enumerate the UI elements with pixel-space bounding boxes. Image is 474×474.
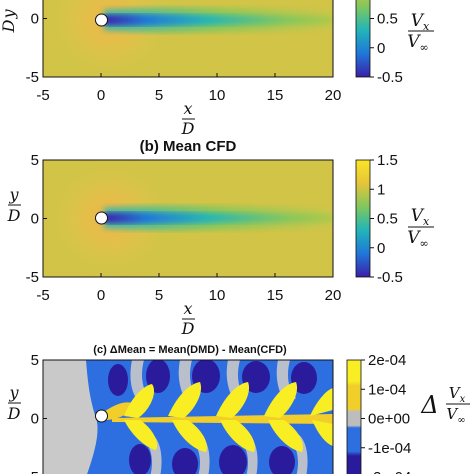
- y-tick-label: 0: [31, 211, 39, 228]
- colorbar-tick-label: 0.5: [377, 211, 398, 228]
- x-axis-label-a-den: D: [181, 119, 195, 138]
- y-tick-label: -5: [26, 469, 39, 474]
- x-tick-label: -5: [36, 287, 49, 304]
- heatmap-c: [43, 360, 333, 474]
- y-axis-label-a-den: D: [0, 19, 18, 33]
- colorbar-c-label-delta: Δ: [420, 391, 438, 419]
- x-tick-label: 5: [155, 287, 163, 304]
- colorbar-c-label-num: Vx: [449, 384, 466, 405]
- panel-c: (c) ΔMean = Mean(DMD) - Mean(CFD): [7, 344, 470, 474]
- x-axis-label-b: x: [183, 299, 192, 318]
- x-tick-label: 10: [209, 87, 226, 104]
- panel-b: (b) Mean CFD 50-5-5 0 5 10 15 20 y D x D 1.51…: [7, 138, 434, 338]
- colorbar-a-label-num: Vx: [411, 11, 430, 33]
- wake-core: [104, 14, 333, 26]
- panel-b-title: (b) Mean CFD: [140, 138, 237, 155]
- colorbar-tick-label: -1e-04: [368, 440, 411, 457]
- colorbar-a-label-den: V∞: [407, 32, 428, 54]
- colorbar-c: [346, 359, 362, 474]
- wake-core: [104, 212, 333, 224]
- colorbar-tick-label: 0: [377, 40, 385, 57]
- x-tick-label: 0: [97, 287, 105, 304]
- colorbar-tick-label: 0.5: [377, 11, 398, 28]
- y-tick-label: 0: [31, 411, 39, 428]
- colorbar-tick-label: 1e-04: [368, 381, 406, 398]
- colorbar-tick-label: 2e-04: [368, 352, 406, 369]
- colorbar-tick-label: -2e-04: [368, 469, 411, 474]
- y-tick-label: 5: [31, 152, 39, 169]
- x-tick-label: 15: [267, 87, 284, 104]
- y-axis-label-a: y: [0, 9, 18, 20]
- x-tick-label: 5: [155, 87, 163, 104]
- cylinder: [95, 409, 108, 423]
- heatmap-a: [43, 0, 333, 77]
- colorbar-c-label-den: V∞: [446, 405, 465, 426]
- x-tick-label: 20: [325, 287, 342, 304]
- y-axis-label-c: y: [8, 383, 19, 402]
- cylinder: [95, 211, 108, 225]
- heatmap-b: [43, 160, 333, 277]
- y-axis-label-b-den: D: [7, 206, 21, 225]
- x-tick-label: -5: [36, 87, 49, 104]
- x-axis-label-b-den: D: [181, 319, 195, 338]
- colorbar-b: [355, 159, 371, 278]
- axes-c: 5 0 -5: [26, 352, 47, 474]
- colorbar-tick-label: 0: [377, 240, 385, 257]
- colorbar-tick-label: -0.5: [377, 69, 403, 86]
- y-axis-label-b: y: [8, 185, 19, 204]
- colorbar-b-label-num: Vx: [411, 206, 430, 228]
- cylinder: [95, 13, 108, 27]
- colorbar-tick-label: 1: [377, 181, 385, 198]
- x-axis-label-a: x: [183, 99, 192, 118]
- positive-lobes: [104, 382, 333, 452]
- y-tick-label: 5: [31, 352, 39, 369]
- y-tick-label: -5: [26, 69, 39, 86]
- x-tick-label: 0: [97, 87, 105, 104]
- panel-c-title: (c) ΔMean = Mean(DMD) - Mean(CFD): [93, 344, 287, 356]
- colorbar-tick-label: 0e+00: [368, 411, 410, 428]
- colorbar-b-label-den: V∞: [407, 228, 428, 250]
- colorbar-c-ticks: 2e-04 1e-04 0e+00 -1e-04 -2e-04: [361, 352, 411, 474]
- colorbar-a: [355, 0, 371, 78]
- colorbar-tick-label: 1.5: [377, 152, 398, 169]
- y-axis-label-c-den: D: [7, 404, 21, 423]
- x-tick-label: 15: [267, 287, 284, 304]
- y-tick-label: 0: [31, 11, 39, 28]
- colorbar-tick-label: -0.5: [377, 269, 403, 286]
- dark-negative-lobes: [108, 360, 317, 474]
- axes-b: 5 0 -5-5 0 5 10 15 20: [26, 152, 342, 304]
- x-tick-label: 10: [209, 287, 226, 304]
- colorbar-a-ticks: 1.510.50-0.5: [370, 11, 403, 86]
- x-tick-label: 20: [325, 87, 342, 104]
- y-tick-label: -5: [26, 269, 39, 286]
- colorbar-b-ticks: 1.5 1 0.5 0 -0.5: [370, 152, 403, 286]
